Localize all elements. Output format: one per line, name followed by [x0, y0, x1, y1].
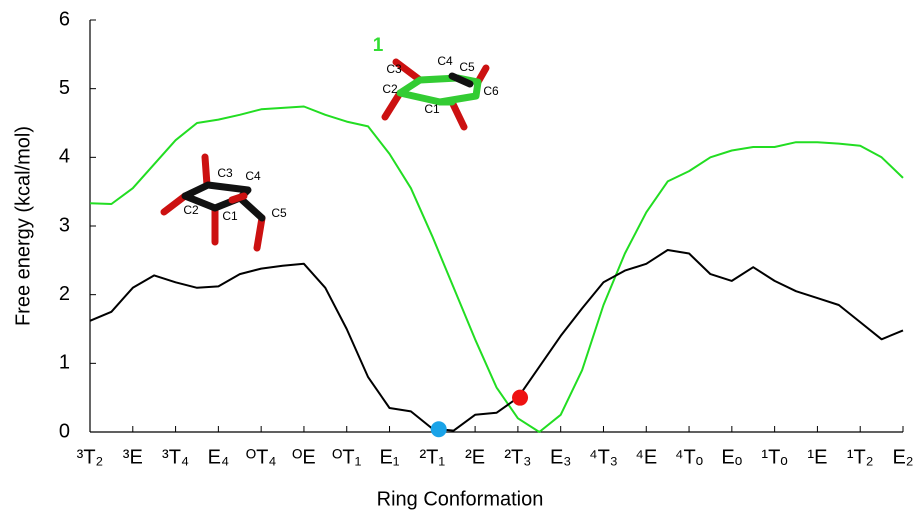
x-tick-label: ³T₄ [162, 446, 189, 468]
x-tick-label: E₄ [208, 446, 230, 468]
x-tick-label: E₂ [892, 446, 913, 468]
page: {"chart_data": {"type": "line", "xlabel"… [0, 0, 924, 520]
x-tick-label: ᴼE [292, 446, 316, 468]
line-series [90, 107, 903, 433]
line-series [90, 250, 903, 431]
x-tick-label: ³E [123, 446, 143, 468]
atom-label: C6 [483, 84, 499, 98]
atom-label: C2 [382, 82, 398, 96]
x-tick-label: ²T₁ [420, 446, 446, 468]
x-tick-label: ¹T₂ [847, 446, 874, 468]
x-tick-label: ²E [465, 446, 485, 468]
y-tick-label: 4 [59, 146, 70, 168]
atom-label: C1 [222, 209, 238, 223]
x-tick-label: ¹Tₒ [761, 446, 787, 468]
y-tick-label: 5 [59, 77, 70, 99]
atom-label: C3 [217, 166, 233, 180]
atom-label: C5 [271, 206, 287, 220]
point-marker [512, 390, 528, 406]
atom-label: C2 [183, 203, 199, 217]
x-tick-label: E₃ [550, 446, 571, 468]
y-tick-label: 0 [59, 420, 70, 442]
x-tick-label: ²T₃ [504, 446, 531, 468]
atom-label: C4 [437, 54, 453, 68]
x-tick-label: Eₒ [721, 446, 742, 468]
x-tick-label: ⁴Tₒ [675, 446, 703, 468]
y-tick-label: 6 [59, 8, 70, 30]
atom-label: C1 [424, 102, 440, 116]
atom-label: C4 [245, 169, 261, 183]
chart: Ring Conformation Free energy (kcal/mol)… [0, 0, 924, 515]
x-axis-title: Ring Conformation [377, 488, 544, 510]
x-tick-label: ³T₂ [77, 446, 104, 468]
y-tick-label: 1 [59, 352, 70, 374]
x-tick-label: ᴼT₁ [332, 446, 361, 468]
x-tick-label: ¹E [807, 446, 827, 468]
y-tick-label: 3 [59, 214, 70, 236]
x-tick-label: ᴼT₄ [246, 446, 277, 468]
x-tick-label: ⁴E [635, 446, 657, 468]
atom-label: C3 [386, 62, 402, 76]
molecule-label: 1 [373, 35, 384, 56]
x-tick-label: ⁴T₃ [589, 446, 618, 468]
y-axis-title: Free energy (kcal/mol) [12, 126, 34, 326]
x-tick-label: E₁ [379, 446, 399, 468]
point-marker [431, 421, 447, 437]
y-tick-label: 2 [59, 283, 70, 305]
atom-label: C5 [459, 60, 475, 74]
